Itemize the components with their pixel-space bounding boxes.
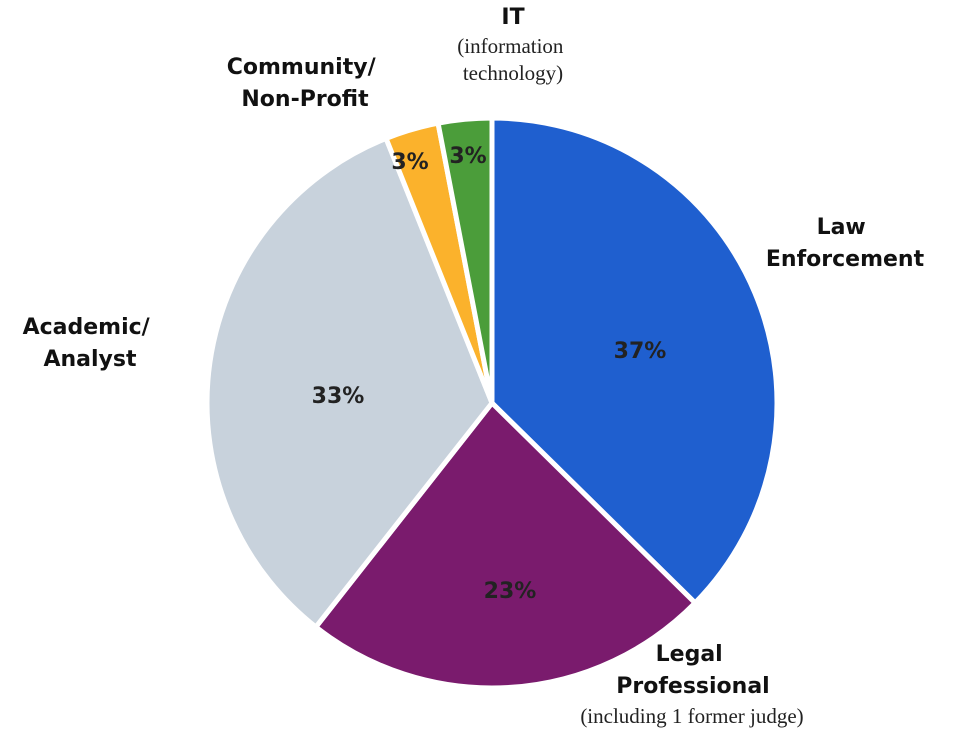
pie-slice [489, 115, 780, 606]
category-label: Legal Professional [616, 642, 769, 699]
pie-slice [313, 400, 698, 691]
value-label: 33% [312, 384, 365, 409]
annotation: (information technology) [457, 34, 568, 85]
value-label: 3% [391, 150, 428, 175]
value-label: 37% [614, 339, 667, 364]
category-label: Academic/ Analyst [23, 315, 158, 372]
category-label: Law Enforcement [766, 215, 925, 272]
pie-slice [204, 135, 495, 630]
value-label: 3% [449, 144, 486, 169]
value-label: 23% [484, 579, 537, 604]
annotation: (including 1 former judge) [580, 704, 803, 728]
category-label: IT [501, 5, 524, 30]
pie-slice [435, 115, 495, 406]
category-label: Community/ Non-Profit [227, 55, 384, 112]
